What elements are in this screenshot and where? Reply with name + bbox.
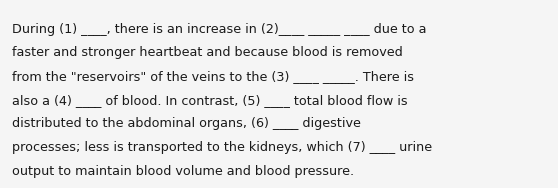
Text: faster and stronger heartbeat and because blood is removed: faster and stronger heartbeat and becaus…	[12, 46, 403, 59]
Text: processes; less is transported to the kidneys, which (7) ____ urine: processes; less is transported to the ki…	[12, 141, 432, 154]
Text: from the "reservoirs" of the veins to the (3) ____ _____. There is: from the "reservoirs" of the veins to th…	[12, 70, 414, 83]
Text: also a (4) ____ of blood. In contrast, (5) ____ total blood flow is: also a (4) ____ of blood. In contrast, (…	[12, 94, 408, 107]
Text: distributed to the abdominal organs, (6) ____ digestive: distributed to the abdominal organs, (6)…	[12, 117, 361, 130]
Text: output to maintain blood volume and blood pressure.: output to maintain blood volume and bloo…	[12, 165, 354, 178]
Text: During (1) ____, there is an increase in (2)____ _____ ____ due to a: During (1) ____, there is an increase in…	[12, 23, 426, 36]
